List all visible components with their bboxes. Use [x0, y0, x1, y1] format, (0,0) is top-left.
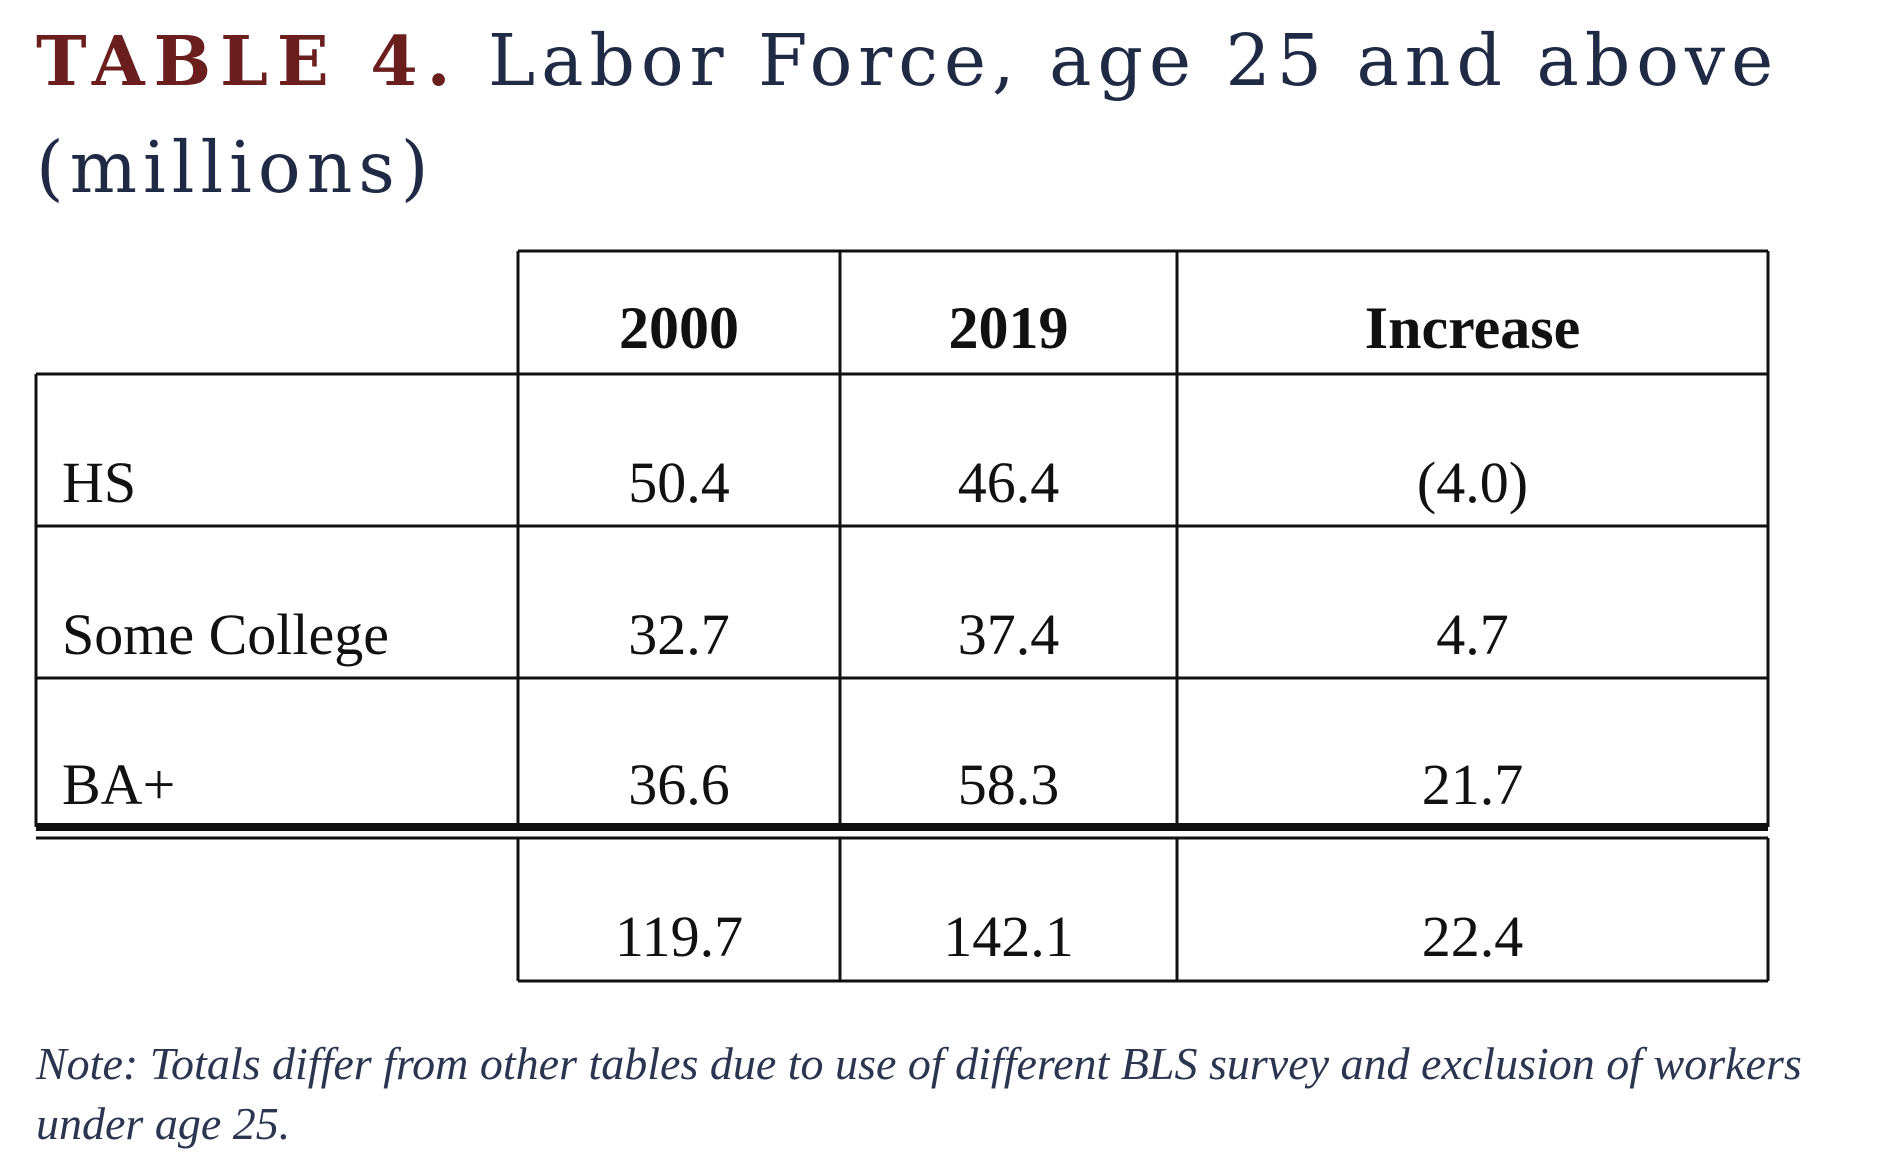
table-title: TABLE 4. Labor Force, age 25 and above (… — [36, 8, 1876, 221]
total-2000: 119.7 — [614, 903, 744, 969]
table-note: Note: Totals differ from other tables du… — [36, 1038, 1802, 1149]
cell-some-college-2019: 37.4 — [957, 601, 1060, 667]
cell-ba-plus-2019: 58.3 — [957, 751, 1060, 817]
table-title-text: Labor Force, age 25 and above (millions) — [36, 19, 1780, 209]
column-header-2000: 2000 — [619, 294, 739, 361]
cell-hs-2000: 50.4 — [628, 449, 730, 515]
total-increase: 22.4 — [1421, 903, 1524, 969]
row-label-some-college: Some College — [62, 601, 390, 667]
cell-hs-increase: (4.0) — [1416, 449, 1529, 515]
row-label-ba-plus: BA+ — [62, 751, 176, 817]
cell-some-college-increase: 4.7 — [1436, 601, 1509, 667]
table-number: TABLE 4. — [36, 22, 460, 102]
cell-ba-plus-increase: 21.7 — [1421, 751, 1524, 817]
column-header-increase: Increase — [1364, 294, 1581, 361]
cell-hs-2019: 46.4 — [957, 449, 1060, 515]
cell-some-college-2000: 32.7 — [628, 601, 730, 667]
total-2019: 142.1 — [943, 903, 1074, 969]
column-header-2019: 2019 — [948, 294, 1069, 361]
cell-ba-plus-2000: 36.6 — [628, 751, 730, 817]
row-label-hs: HS — [62, 449, 137, 515]
